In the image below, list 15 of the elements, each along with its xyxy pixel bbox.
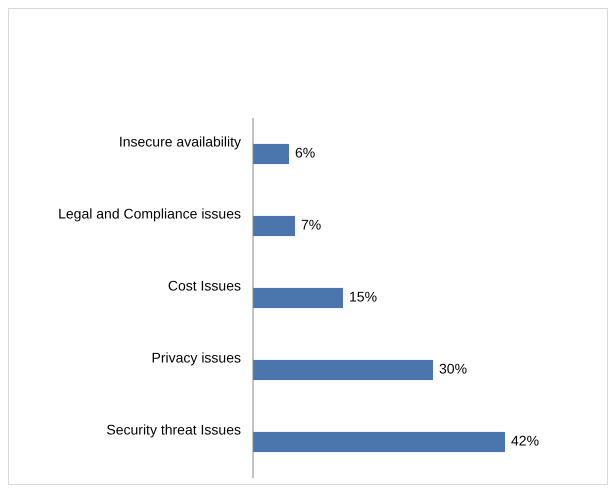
y-tick-label: Privacy issues [152,350,241,366]
data-label: 30% [439,360,468,377]
data-label: 6% [295,144,316,161]
y-tick-label: Cost Issues [168,278,241,294]
y-tick-label: Legal and Compliance issues [58,206,241,222]
bar [253,360,433,380]
data-label: 7% [301,216,322,233]
y-tick-label: Insecure availability [118,134,241,150]
bar [253,144,289,164]
bar [253,288,343,308]
bar [253,432,505,452]
y-tick-label: Security threat Issues [106,422,241,438]
data-label: 15% [349,288,378,305]
data-label: 42% [511,432,540,449]
bar [253,216,295,236]
